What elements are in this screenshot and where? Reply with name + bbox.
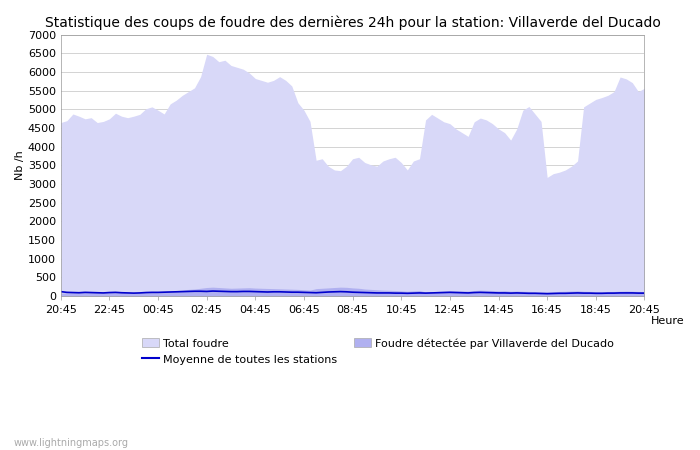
Text: Heure: Heure xyxy=(652,315,685,325)
Legend: Total foudre, Moyenne de toutes les stations, Foudre détectée par Villaverde del: Total foudre, Moyenne de toutes les stat… xyxy=(142,338,614,364)
Title: Statistique des coups de foudre des dernières 24h pour la station: Villaverde de: Statistique des coups de foudre des dern… xyxy=(45,15,661,30)
Text: www.lightningmaps.org: www.lightningmaps.org xyxy=(14,438,129,448)
Y-axis label: Nb /h: Nb /h xyxy=(15,151,25,180)
